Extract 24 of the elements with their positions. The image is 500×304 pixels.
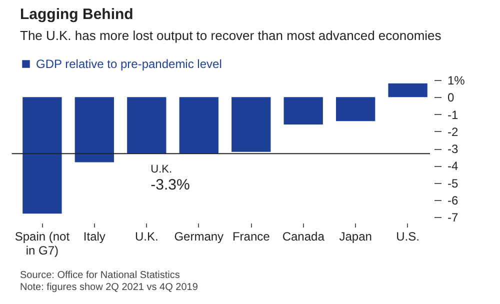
x-tick-label: Japan xyxy=(339,230,372,244)
y-tick-label: -3 xyxy=(448,142,458,156)
text: Note: figures show 2Q 2021 vs 4Q 2019 xyxy=(20,282,198,293)
y-tick-label: -5 xyxy=(448,176,458,190)
x-tick-label: Germany xyxy=(174,230,224,244)
annotation: U.K. xyxy=(150,164,172,176)
x-tick-label: U.S. xyxy=(396,230,420,244)
y-tick-label: -6 xyxy=(448,193,458,208)
chart-title: Lagging Behind xyxy=(20,6,134,23)
x-tick-label: Canada xyxy=(282,230,325,244)
legend-label: GDP relative to pre-pandemic level xyxy=(36,57,222,71)
x-tick-label: Italy xyxy=(83,230,106,244)
y-tick-label: -1 xyxy=(448,108,458,122)
y-tick-label: -4 xyxy=(448,159,458,174)
x-tick-label: France xyxy=(232,230,270,244)
annotation: -3.3% xyxy=(150,176,190,194)
chart-subtitle: The U.K. has more lost output to recover than most advanced economies xyxy=(20,28,442,43)
x-tick-label: U.K. xyxy=(134,230,158,244)
x-tick-label: Spain (not in G7) xyxy=(14,230,70,258)
y-tick-label: 0 xyxy=(448,90,454,105)
y-tick-label: -2 xyxy=(448,124,458,139)
y-tick-label: 1% xyxy=(448,74,466,88)
y-tick-label: -7 xyxy=(448,210,458,224)
source-note: Source: Office for National Statistics xyxy=(20,270,180,281)
